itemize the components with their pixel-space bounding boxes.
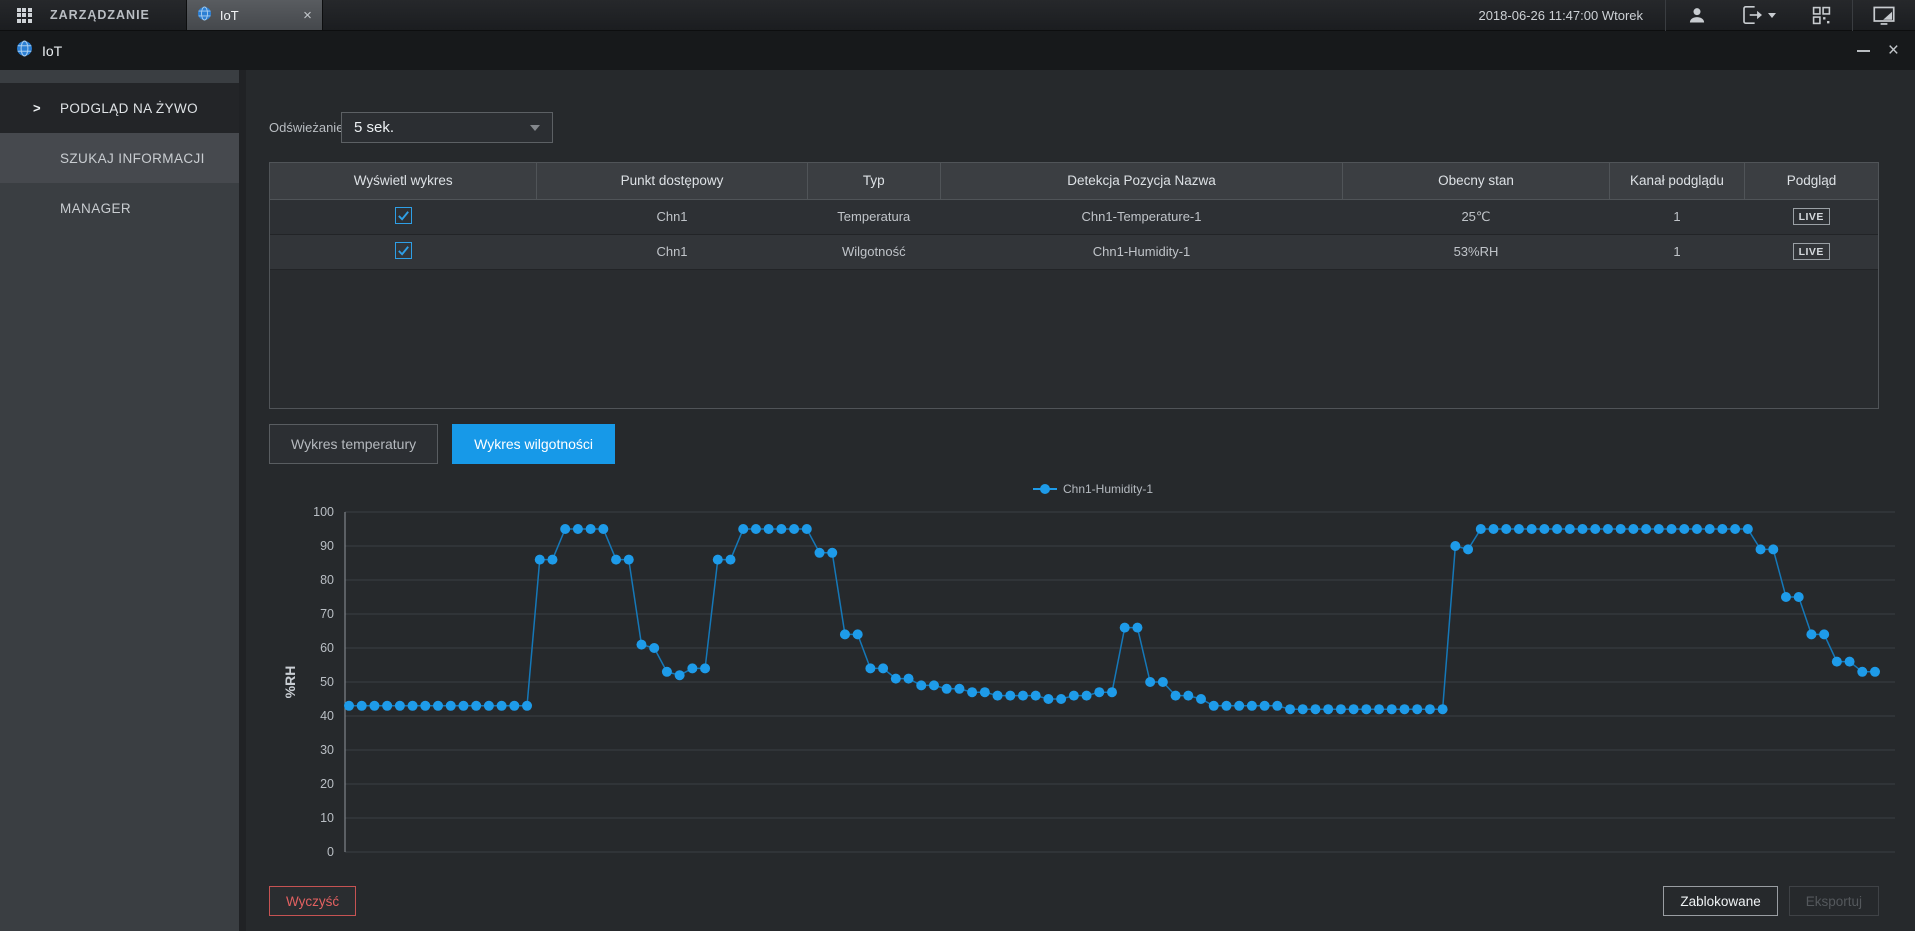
humidity-chart: 0 10 20 30 40 50 60 70 80 90 100 %RH <box>269 498 1915 876</box>
legend-marker-icon <box>1032 484 1057 494</box>
main-panel: Odświeżanie 5 sek. Wyświetl wykres Punkt … <box>246 70 1915 931</box>
column-header: Typ <box>807 163 942 200</box>
live-preview-button[interactable]: LIVE <box>1792 208 1830 225</box>
column-header: Punkt dostępowy <box>536 163 808 200</box>
svg-text:%RH: %RH <box>282 666 298 699</box>
refresh-interval-value: 5 sek. <box>354 119 395 136</box>
refresh-row: Odświeżanie 5 sek. <box>269 112 1915 143</box>
locked-button[interactable]: Zablokowane <box>1663 886 1778 916</box>
sidebar-item-manager[interactable]: >MANAGER <box>0 183 239 233</box>
export-button[interactable]: Eksportuj <box>1788 886 1879 916</box>
chevron-down-icon <box>1767 12 1776 18</box>
current-state-cell: 53%RH <box>1342 234 1610 270</box>
svg-text:90: 90 <box>320 539 334 553</box>
window-title-bar: IoT × <box>0 31 1915 70</box>
tab-close-icon[interactable]: × <box>303 6 312 24</box>
column-header: Obecny stan <box>1342 163 1610 200</box>
current-state-cell: 25℃ <box>1342 199 1610 235</box>
refresh-interval-select[interactable]: 5 sek. <box>341 112 553 143</box>
show-chart-checkbox[interactable] <box>394 207 412 224</box>
user-icon[interactable] <box>1666 0 1728 31</box>
svg-text:0: 0 <box>327 845 334 859</box>
chart-tab-group: Wykres temperatury Wykres wilgotności <box>269 424 1915 464</box>
access-point-cell: Chn1 <box>536 234 808 270</box>
type-cell: Wilgotność <box>807 234 941 270</box>
svg-text:70: 70 <box>320 607 334 621</box>
sidebar-item-label: PODGLĄD NA ŻYWO <box>60 100 199 116</box>
chart-tab-wykres-temperatury[interactable]: Wykres temperatury <box>269 424 439 464</box>
chevron-right-icon: > <box>33 100 41 116</box>
monitor-icon[interactable] <box>1853 0 1915 31</box>
preview-channel-cell: 1 <box>1609 234 1745 270</box>
svg-text:60: 60 <box>320 641 334 655</box>
chart-legend: Chn1-Humidity-1 <box>269 482 1915 496</box>
system-top-bar: ZARZĄDZANIE IoT × 2018-06-26 11:47:00 Wt… <box>0 0 1915 31</box>
column-header: Wyświetl wykres <box>270 163 538 200</box>
detection-name-cell: Chn1-Temperature-1 <box>940 199 1343 235</box>
svg-text:10: 10 <box>320 811 334 825</box>
type-cell: Temperatura <box>807 199 941 235</box>
column-header: Kanał podglądu <box>1609 163 1746 200</box>
bottom-button-row: Wyczyść Zablokowane Eksportuj <box>269 886 1879 916</box>
show-chart-checkbox[interactable] <box>394 242 412 259</box>
chart-tab-wykres-wilgotno-ci[interactable]: Wykres wilgotności <box>452 424 616 464</box>
sidebar: > PODGLĄD NA ŻYWO >SZUKAJ INFORMACJI>MANAG… <box>0 70 239 931</box>
clear-button[interactable]: Wyczyść <box>269 886 357 916</box>
table-row: Chn1 Wilgotność Chn1-Humidity-1 53%RH 1 LIVE <box>270 234 1878 270</box>
sidebar-item-label: MANAGER <box>60 200 132 216</box>
topbar-divider <box>1665 0 1666 31</box>
svg-text:50: 50 <box>320 675 334 689</box>
tab-iot[interactable]: IoT × <box>185 0 323 30</box>
column-header: Detekcja Pozycja Nazwa <box>940 163 1344 200</box>
main-menu-button[interactable] <box>0 0 48 30</box>
window-title: IoT <box>42 42 63 59</box>
qr-code-icon[interactable] <box>1790 0 1852 31</box>
minimize-icon[interactable] <box>1856 49 1870 52</box>
topbar-divider <box>1852 0 1853 31</box>
topbar-right-group: 2018-06-26 11:47:00 Wtorek <box>1478 0 1915 31</box>
sidebar-item-label: SZUKAJ INFORMACJI <box>60 150 205 166</box>
globe-icon <box>16 40 33 62</box>
system-datetime: 2018-06-26 11:47:00 Wtorek <box>1478 7 1643 23</box>
sidebar-item-szukaj-informacji[interactable]: >SZUKAJ INFORMACJI <box>0 133 239 183</box>
logout-icon[interactable] <box>1728 0 1790 31</box>
sidebar-gutter <box>239 70 246 931</box>
tab-iot-label: IoT <box>219 7 239 23</box>
svg-text:20: 20 <box>320 777 334 791</box>
sensor-table: Wyświetl wykres Punkt dostępowy Typ Detekcj… <box>269 162 1879 409</box>
dropdown-arrow-icon <box>530 124 540 131</box>
svg-text:100: 100 <box>313 505 334 519</box>
preview-channel-cell: 1 <box>1609 199 1745 235</box>
globe-icon <box>197 6 212 24</box>
live-preview-button[interactable]: LIVE <box>1792 243 1830 260</box>
detection-name-cell: Chn1-Humidity-1 <box>940 234 1343 270</box>
access-point-cell: Chn1 <box>536 199 808 235</box>
legend-label: Chn1-Humidity-1 <box>1062 482 1154 496</box>
svg-text:80: 80 <box>320 573 334 587</box>
table-header-row: Wyświetl wykres Punkt dostępowy Typ Detekcj… <box>270 163 1878 200</box>
svg-text:40: 40 <box>320 709 334 723</box>
column-header: Podgląd <box>1744 163 1878 200</box>
refresh-label: Odświeżanie <box>269 120 344 135</box>
sidebar-item-podgl-d-na-ywo[interactable]: > PODGLĄD NA ŻYWO <box>0 83 239 133</box>
humidity-chart-svg: 0 10 20 30 40 50 60 70 80 90 100 %RH <box>282 505 1895 859</box>
close-icon[interactable]: × <box>1887 40 1899 61</box>
management-menu-title[interactable]: ZARZĄDZANIE <box>50 8 150 22</box>
table-row: Chn1 Temperatura Chn1-Temperature-1 25℃ 1 LIV… <box>270 199 1878 235</box>
apps-grid-icon <box>16 7 32 23</box>
svg-text:30: 30 <box>320 743 334 757</box>
